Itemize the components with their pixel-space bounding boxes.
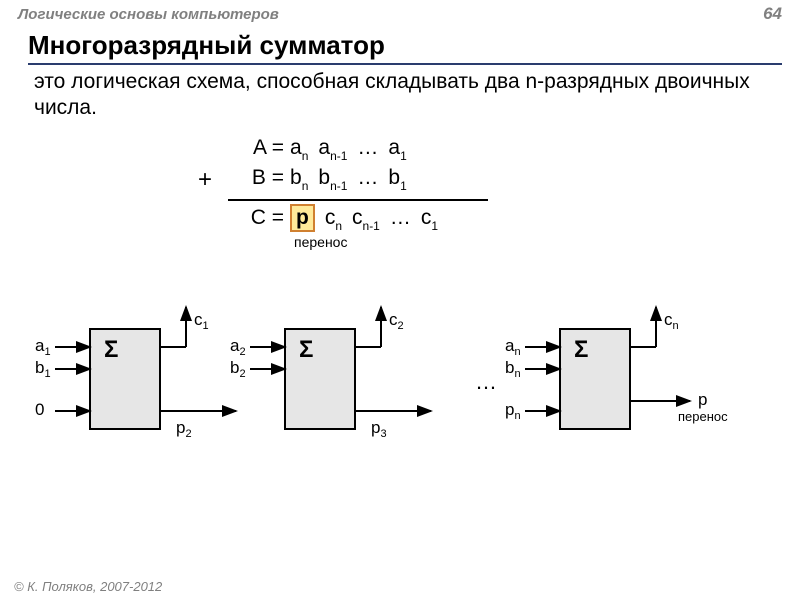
b_n-1: bn-1 [318, 166, 347, 192]
svg-text:c2: c2 [389, 310, 404, 332]
b_n: bn [290, 166, 308, 192]
equations-block: + A = an an-1 … a1 B = bn bn-1 … b1 C = … [200, 136, 600, 234]
svg-text:Σ: Σ [299, 336, 313, 363]
svg-text:перенос: перенос [678, 409, 728, 424]
topic: Логические основы компьютеров [18, 6, 279, 23]
adder-diagram: Σa1b1 0 c1 p2 Σa2b2 c2 p3 Σanbn pn cn pперенос … [0, 284, 800, 484]
svg-text:c1: c1 [194, 310, 209, 332]
ellipsis: … [357, 136, 378, 160]
A-lhs: A = [200, 136, 290, 160]
svg-text:pn: pn [505, 400, 521, 422]
a_1: a1 [388, 136, 406, 162]
svg-text:…: … [475, 369, 497, 394]
svg-text:b2: b2 [230, 358, 246, 380]
a_n-1: an-1 [318, 136, 347, 162]
svg-text:Σ: Σ [574, 336, 588, 363]
svg-text:cn: cn [664, 310, 679, 332]
svg-text:p: p [698, 390, 707, 409]
page-title: Многоразрядный сумматор [28, 30, 782, 65]
eq-row-B: B = bn bn-1 … b1 [200, 166, 600, 196]
c_n: cn [325, 206, 342, 232]
svg-text:Σ: Σ [104, 336, 118, 363]
sum-line [228, 199, 488, 201]
eq-row-A: A = an an-1 … a1 [200, 136, 600, 166]
ellipsis: … [357, 166, 378, 190]
footer-copyright: © К. Поляков, 2007-2012 [14, 579, 162, 594]
page-number: 64 [763, 4, 782, 24]
plus-sign: + [198, 166, 212, 194]
ellipsis: … [390, 206, 411, 230]
carry-label: перенос [294, 234, 347, 250]
B-lhs: B = [200, 166, 290, 190]
diagram-svg: Σa1b1 0 c1 p2 Σa2b2 c2 p3 Σanbn pn cn pперенос … [0, 284, 800, 484]
svg-text:0: 0 [35, 400, 44, 419]
C-lhs: C = [200, 206, 290, 230]
svg-text:p2: p2 [176, 418, 192, 440]
svg-text:bn: bn [505, 358, 521, 380]
svg-text:b1: b1 [35, 358, 51, 380]
subtitle: это логическая схема, способная складыва… [34, 69, 770, 122]
svg-text:an: an [505, 336, 521, 358]
c_1: c1 [421, 206, 438, 232]
b_1: b1 [388, 166, 406, 192]
svg-text:a2: a2 [230, 336, 246, 358]
svg-text:p3: p3 [371, 418, 387, 440]
header-bar: Логические основы компьютеров 64 [0, 0, 800, 24]
p-carry-box: p [290, 204, 315, 232]
a_n: an [290, 136, 308, 162]
c_n-1: cn-1 [352, 206, 380, 232]
eq-row-C: C = p cn cn-1 … c1 [200, 204, 600, 234]
svg-text:a1: a1 [35, 336, 51, 358]
